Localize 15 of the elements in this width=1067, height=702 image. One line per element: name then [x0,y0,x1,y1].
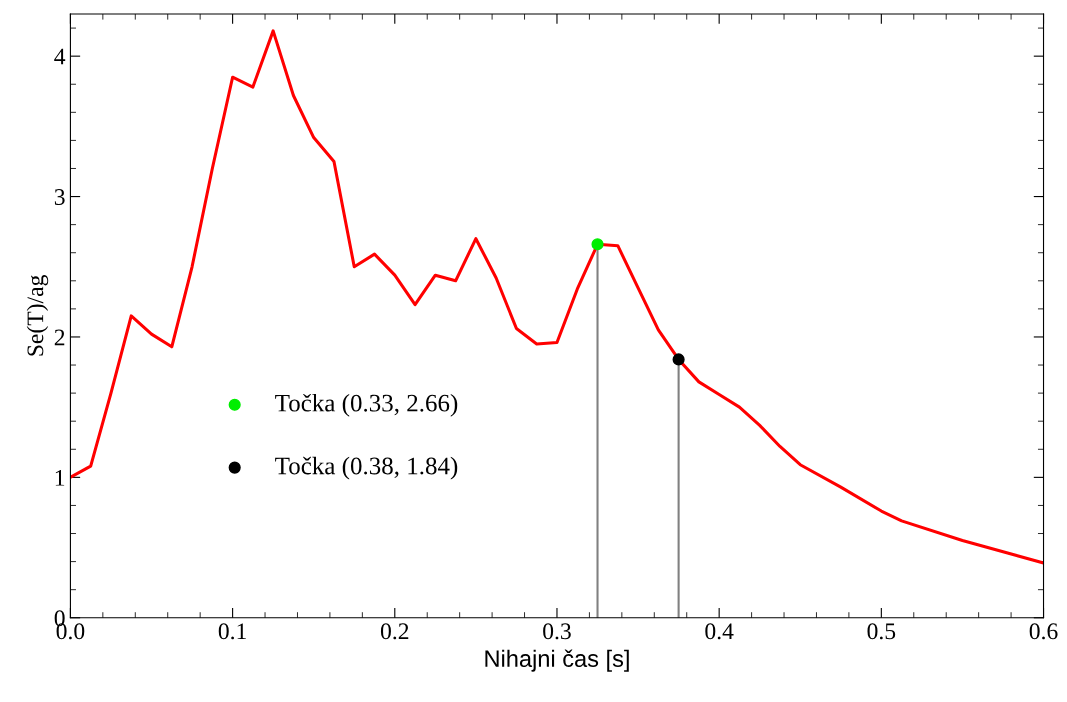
x-tick-label: 0.6 [1029,623,1058,640]
y-tick-label: 2 [54,329,65,346]
legend-label: Točka (0.38, 1.84) [275,456,458,480]
x-tick-label: 0.3 [543,623,571,640]
x-tick-label: 0.1 [218,623,246,640]
x-tick-label: 0.4 [705,623,734,640]
line-series [70,29,1044,565]
y-tick-label: 4 [54,48,66,65]
legend-label: Točka (0.33, 2.66) [275,393,458,417]
y-tick-label: 1 [55,469,65,486]
y-axis-title: Se(T)/ag [26,275,49,356]
y-tick-label: 3 [54,189,65,205]
x-tick-label: 0.5 [867,623,896,640]
x-axis-title: Nihajni čas [s] [485,649,629,672]
x-tick-label: 0.2 [380,623,409,640]
